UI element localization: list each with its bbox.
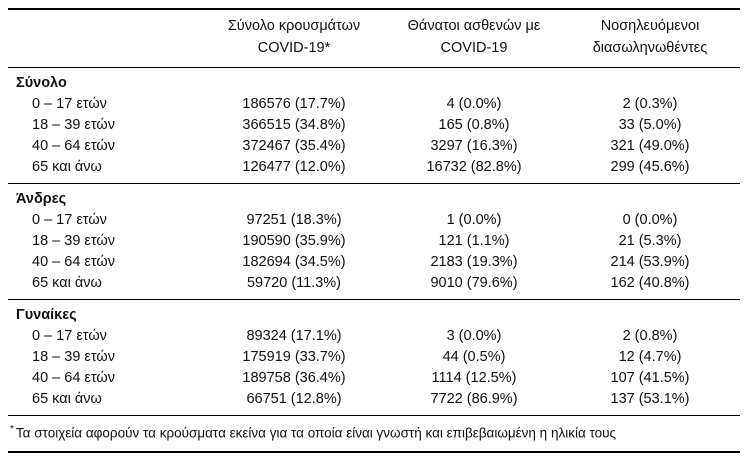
cell-cases: 186576 (17.7%) <box>242 95 346 112</box>
cell-cases: 97251 (18.3%) <box>246 211 342 228</box>
cell-deaths: 7722 (86.9%) <box>430 390 518 407</box>
age-group-label: 65 και άνω <box>32 274 102 291</box>
table-row: 65 και άνω 59720 (11.3%) 9010 (79.6%) 16… <box>8 272 740 299</box>
footnote-marker: * <box>10 423 14 435</box>
section-title-women: Γυναίκες <box>16 306 77 323</box>
column-header-intubated: Νοσηλευόμενοι διασωληνωθέντες <box>560 9 740 67</box>
cell-deaths: 16732 (82.8%) <box>426 158 522 175</box>
cell-cases: 182694 (34.5%) <box>242 253 346 270</box>
cell-intubated: 0 (0.0%) <box>622 211 678 228</box>
column-header-cases-line1: Σύνολο κρουσμάτων <box>227 18 361 34</box>
column-header-deaths-line2: COVID-19 <box>440 39 508 56</box>
section-header-row: Γυναίκες <box>8 299 740 325</box>
section-title-total: Σύνολο <box>16 74 67 91</box>
cell-intubated: 299 (45.6%) <box>610 158 690 175</box>
cell-deaths: 1 (0.0%) <box>446 211 502 228</box>
cell-cases: 190590 (35.9%) <box>242 232 346 249</box>
cell-cases: 372467 (35.4%) <box>242 137 346 154</box>
cell-cases: 175919 (33.7%) <box>242 348 346 365</box>
table-row: 18 – 39 ετών 190590 (35.9%) 121 (1.1%) 2… <box>8 230 740 251</box>
cell-cases: 126477 (12.0%) <box>242 158 346 175</box>
age-group-label: 18 – 39 ετών <box>32 348 115 365</box>
table-row: 40 – 64 ετών 372467 (35.4%) 3297 (16.3%)… <box>8 135 740 156</box>
corner-cell <box>8 9 200 67</box>
cell-deaths: 4 (0.0%) <box>446 95 502 112</box>
cell-cases: 59720 (11.3%) <box>246 274 342 291</box>
column-header-deaths-line1: Θάνατοι ασθενών με <box>407 18 541 34</box>
cell-deaths: 1114 (12.5%) <box>431 369 517 386</box>
age-group-label: 0 – 17 ετών <box>32 211 107 228</box>
cell-cases: 89324 (17.1%) <box>246 327 342 344</box>
table-row: 0 – 17 ετών 89324 (17.1%) 3 (0.0%) 2 (0.… <box>8 325 740 346</box>
age-group-label: 40 – 64 ετών <box>32 253 115 270</box>
cell-cases: 189758 (36.4%) <box>242 369 346 386</box>
footnote-text: Τα στοιχεία αφορούν τα κρούσματα εκείνα … <box>15 425 617 440</box>
age-group-label: 40 – 64 ετών <box>32 369 115 386</box>
table-header: Σύνολο κρουσμάτων COVID-19* Θάνατοι ασθε… <box>8 9 740 67</box>
column-header-intubated-line2: διασωληνωθέντες <box>592 39 708 56</box>
cell-intubated: 162 (40.8%) <box>610 274 690 291</box>
cell-intubated: 2 (0.8%) <box>622 327 678 344</box>
column-header-cases: Σύνολο κρουσμάτων COVID-19* <box>200 9 388 67</box>
table-row: 65 και άνω 66751 (12.8%) 7722 (86.9%) 13… <box>8 388 740 415</box>
cell-cases: 66751 (12.8%) <box>246 390 342 407</box>
section-men: Άνδρες 0 – 17 ετών 97251 (18.3%) 1 (0.0%… <box>8 183 740 299</box>
cell-deaths: 3297 (16.3%) <box>430 137 518 154</box>
cell-deaths: 165 (0.8%) <box>438 116 510 133</box>
table-row: 0 – 17 ετών 186576 (17.7%) 4 (0.0%) 2 (0… <box>8 93 740 114</box>
age-group-label: 0 – 17 ετών <box>32 95 107 112</box>
cell-cases: 366515 (34.8%) <box>242 116 346 133</box>
covid-stats-table: Σύνολο κρουσμάτων COVID-19* Θάνατοι ασθε… <box>8 8 740 415</box>
age-group-label: 65 και άνω <box>32 158 102 175</box>
cell-intubated: 12 (4.7%) <box>618 348 682 365</box>
cell-intubated: 107 (41.5%) <box>610 369 690 386</box>
age-group-label: 0 – 17 ετών <box>32 327 107 344</box>
column-header-cases-line2: COVID-19* <box>257 39 331 56</box>
section-women: Γυναίκες 0 – 17 ετών 89324 (17.1%) 3 (0.… <box>8 299 740 415</box>
cell-deaths: 3 (0.0%) <box>446 327 502 344</box>
section-total: Σύνολο 0 – 17 ετών 186576 (17.7%) 4 (0.0… <box>8 67 740 183</box>
section-header-row: Άνδρες <box>8 183 740 209</box>
column-header-intubated-line1: Νοσηλευόμενοι <box>600 18 700 34</box>
table-row: 65 και άνω 126477 (12.0%) 16732 (82.8%) … <box>8 156 740 183</box>
cell-intubated: 21 (5.3%) <box>618 232 682 249</box>
footnote: * Τα στοιχεία αφορούν τα κρούσματα εκείνα… <box>8 414 740 453</box>
age-group-label: 18 – 39 ετών <box>32 232 115 249</box>
cell-intubated: 321 (49.0%) <box>610 137 690 154</box>
cell-intubated: 137 (53.1%) <box>610 390 690 407</box>
table-row: 40 – 64 ετών 189758 (36.4%) 1114 (12.5%)… <box>8 367 740 388</box>
age-group-label: 65 και άνω <box>32 390 102 407</box>
table-row: 18 – 39 ετών 175919 (33.7%) 44 (0.5%) 12… <box>8 346 740 367</box>
age-group-label: 18 – 39 ετών <box>32 116 115 133</box>
cell-deaths: 121 (1.1%) <box>438 232 510 249</box>
cell-deaths: 44 (0.5%) <box>442 348 506 365</box>
table-row: 0 – 17 ετών 97251 (18.3%) 1 (0.0%) 0 (0.… <box>8 209 740 230</box>
section-header-row: Σύνολο <box>8 67 740 93</box>
table-row: 40 – 64 ετών 182694 (34.5%) 2183 (19.3%)… <box>8 251 740 272</box>
cell-deaths: 9010 (79.6%) <box>430 274 518 291</box>
header-row: Σύνολο κρουσμάτων COVID-19* Θάνατοι ασθε… <box>8 9 740 67</box>
cell-intubated: 214 (53.9%) <box>610 253 690 270</box>
section-title-men: Άνδρες <box>16 190 67 207</box>
cell-deaths: 2183 (19.3%) <box>430 253 518 270</box>
age-group-label: 40 – 64 ετών <box>32 137 115 154</box>
cell-intubated: 2 (0.3%) <box>622 95 678 112</box>
table-row: 18 – 39 ετών 366515 (34.8%) 165 (0.8%) 3… <box>8 114 740 135</box>
column-header-deaths: Θάνατοι ασθενών με COVID-19 <box>388 9 560 67</box>
cell-intubated: 33 (5.0%) <box>618 116 682 133</box>
